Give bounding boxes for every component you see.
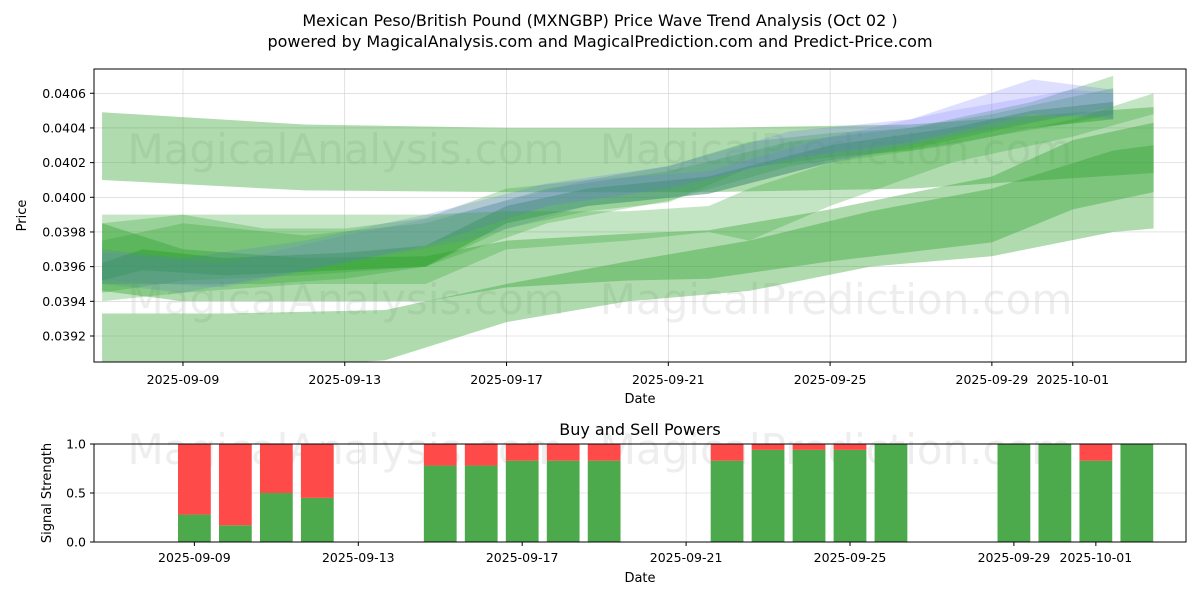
y-tick-label: 0.0396 [42, 259, 86, 274]
y-tick-label: 0.0402 [42, 155, 86, 170]
buy-bar [218, 525, 252, 542]
x-tick-label: 2025-09-29 [956, 372, 1029, 387]
chart-title: Mexican Peso/British Pound (MXNGBP) Pric… [302, 11, 897, 30]
watermark-text: MagicalAnalysis.com [128, 275, 565, 324]
signal-y-axis-label: Signal Strength [40, 443, 55, 543]
buy-bar [997, 444, 1031, 542]
signal-y-tick-label: 1.0 [66, 437, 86, 452]
signal-x-tick-label: 2025-10-01 [1060, 550, 1133, 565]
y-tick-label: 0.0406 [42, 86, 86, 101]
y-axis-label: Price [15, 200, 30, 232]
sell-bar [423, 444, 457, 466]
buy-bar [259, 493, 293, 542]
y-tick-label: 0.0394 [42, 294, 86, 309]
x-tick-label: 2025-10-01 [1036, 372, 1109, 387]
wave-band-8 [102, 89, 1114, 288]
sell-bar [505, 444, 539, 461]
sell-bar [546, 444, 580, 461]
sell-bar [259, 444, 293, 493]
price-axes-frame [93, 68, 1187, 363]
sell-bar [300, 444, 334, 498]
price-grid [94, 69, 1186, 362]
buy-bar [751, 449, 785, 542]
watermark-text: MagicalPrediction.com [600, 275, 1073, 324]
signal-x-tick-label: 2025-09-13 [322, 550, 395, 565]
signal-title: Buy and Sell Powers [559, 420, 721, 439]
sell-bar [178, 444, 211, 515]
y-tick-label: 0.0404 [42, 120, 86, 135]
sell-bar [464, 444, 498, 466]
price-bands [102, 75, 1154, 362]
buy-bar [178, 514, 211, 542]
x-tick-label: 2025-09-17 [470, 372, 543, 387]
watermark-text: MagicalAnalysis.com [128, 125, 565, 174]
sell-bar [218, 444, 252, 526]
signal-x-axis-label: Date [624, 571, 655, 586]
wave-band-2 [102, 145, 1154, 362]
buy-bar [1038, 444, 1072, 542]
wave-band-6 [102, 75, 1114, 293]
sell-bar [833, 444, 867, 450]
wave-band-3 [102, 122, 1154, 302]
x-tick-label: 2025-09-25 [794, 372, 867, 387]
signal-x-tick-label: 2025-09-25 [814, 550, 887, 565]
y-tick-label: 0.0400 [42, 190, 86, 205]
x-axis-label: Date [624, 392, 655, 407]
y-tick-label: 0.0392 [42, 328, 86, 343]
watermark-text: MagicalPrediction.com [600, 125, 1073, 174]
signal-y-tick-label: 0.5 [66, 486, 86, 501]
buy-bar [710, 460, 744, 542]
x-tick-label: 2025-09-09 [147, 372, 220, 387]
buy-bar [833, 449, 867, 542]
wave-band-7 [102, 79, 1114, 293]
signal-x-tick-label: 2025-09-09 [158, 550, 231, 565]
signal-y-tick-label: 0.0 [66, 535, 86, 550]
wave-band-5 [102, 88, 1114, 284]
buy-bar [300, 497, 334, 542]
wave-band-4 [102, 101, 1114, 281]
signal-panel: MagicalAnalysis.comMagicalPrediction.com… [40, 420, 1187, 586]
buy-bar [1120, 444, 1154, 542]
wave-band-1 [102, 107, 1154, 193]
sell-bar [587, 444, 621, 461]
buy-bar [587, 460, 621, 542]
buy-bar [505, 460, 539, 542]
wave-band-9 [102, 93, 1154, 302]
sell-bar [792, 444, 826, 450]
buy-bar [1079, 460, 1113, 542]
price-panel: MagicalAnalysis.com MagicalPrediction.com… [15, 68, 1187, 407]
buy-bar [546, 460, 580, 542]
y-tick-label: 0.0398 [42, 224, 86, 239]
signal-x-tick-label: 2025-09-17 [486, 550, 559, 565]
sell-bar [710, 444, 744, 461]
signal-x-tick-label: 2025-09-29 [978, 550, 1051, 565]
x-tick-label: 2025-09-13 [308, 372, 381, 387]
x-tick-label: 2025-09-21 [632, 372, 705, 387]
signal-x-tick-label: 2025-09-21 [650, 550, 723, 565]
buy-bar [464, 465, 498, 542]
buy-bar [423, 465, 457, 542]
buy-bar [874, 444, 908, 542]
chart-subtitle: powered by MagicalAnalysis.com and Magic… [267, 32, 932, 51]
sell-bar [1079, 444, 1113, 461]
sell-bar [751, 444, 785, 450]
buy-bar [792, 449, 826, 542]
